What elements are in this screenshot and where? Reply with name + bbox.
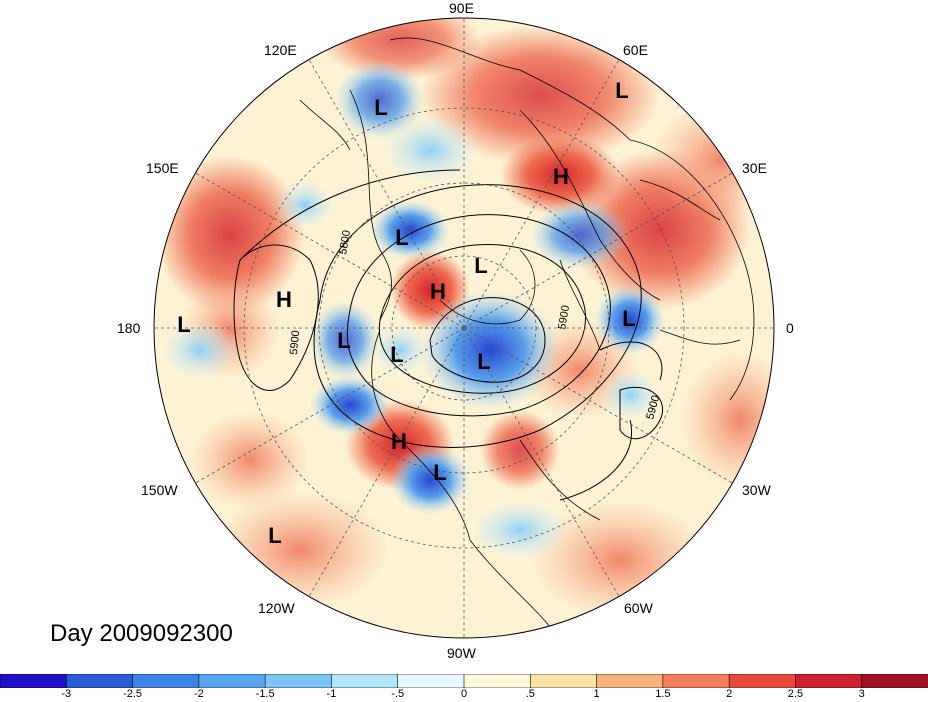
colorbar-swatch [861, 674, 928, 688]
lon-label-150e: 150E [146, 160, 179, 176]
pressure-center-marker: L [177, 312, 190, 337]
colorbar-swatch [728, 674, 797, 688]
map-title: Day 2009092300 [50, 620, 233, 647]
lon-label-90w: 90W [447, 645, 476, 661]
colorbar-tick-label: -.5 [391, 688, 405, 700]
contour-label-5900: 5900 [288, 330, 302, 355]
pressure-center-marker: L [622, 306, 635, 331]
colorbar-swatch [662, 674, 730, 688]
height-contours [233, 169, 664, 501]
lon-label-30e: 30E [742, 160, 767, 176]
colorbar-tick-label: -1.5 [255, 688, 275, 700]
pressure-center-marker: L [268, 523, 281, 548]
colorbar-tick-label: 1 [593, 688, 600, 700]
coastlines [299, 37, 755, 638]
colorbar-swatch [397, 674, 465, 688]
lon-label-120w: 120W [258, 600, 295, 616]
meridians [154, 18, 774, 638]
pressure-center-marker: H [391, 429, 407, 454]
colorbar [0, 674, 928, 688]
colorbar-swatch [596, 674, 664, 688]
colorbar-swatch [65, 674, 134, 688]
pressure-center-marker: L [395, 225, 408, 250]
pressure-center-marker: H [553, 164, 569, 189]
colorbar-tick-label: -1 [326, 688, 337, 700]
colorbar-tick-label: -2.5 [123, 688, 143, 700]
pressure-center-marker: H [430, 279, 446, 304]
colorbar-swatch [529, 674, 598, 688]
colorbar-swatch [132, 674, 200, 688]
pressure-center-marker: L [474, 253, 487, 278]
contour-label-5900: 5900 [556, 304, 572, 330]
pressure-center-marker: L [477, 349, 490, 374]
lon-label-0: 0 [786, 320, 794, 336]
lon-label-180: 180 [117, 320, 141, 336]
lon-label-120e: 120E [264, 42, 297, 58]
lon-label-60e: 60E [623, 42, 648, 58]
colorbar-swatch [795, 674, 863, 688]
pressure-centers: L L H L L H H L L L L L H L L [177, 78, 635, 548]
colorbar-tick-label: 1.5 [655, 688, 671, 700]
pressure-center-marker: L [337, 328, 350, 353]
anomaly-field [154, 18, 774, 638]
pressure-center-marker: L [390, 342, 403, 367]
colorbar-tick-label: -3 [61, 688, 72, 700]
colorbar-swatch [463, 674, 532, 688]
colorbar-swatch [0, 674, 68, 688]
colorbar-swatch [264, 674, 333, 688]
lon-label-90e: 90E [449, 0, 474, 16]
pressure-center-marker: L [615, 78, 628, 103]
colorbar-swatch [198, 674, 266, 688]
contour-label-5800: 5800 [337, 229, 353, 255]
pressure-center-marker: L [374, 95, 387, 120]
lon-label-60w: 60W [624, 600, 653, 616]
map-border [153, 17, 775, 639]
polar-stereographic-map: 5800 5900 5900 5900 L L H L L H H L L L … [153, 17, 775, 639]
pressure-center-marker: L [433, 460, 446, 485]
colorbar-swatch [331, 674, 399, 688]
colorbar-tick-label: .5 [525, 688, 535, 700]
colorbar-tick-label: -2 [193, 688, 204, 700]
colorbar-tick-label: 3 [858, 688, 865, 700]
lon-label-30w: 30W [742, 482, 771, 498]
colorbar-tick-label: 0 [460, 688, 468, 700]
colorbar-tick-label: 2.5 [787, 688, 804, 700]
lon-label-150w: 150W [141, 482, 178, 498]
pressure-center-marker: H [276, 287, 292, 312]
colorbar-tick-label: 2 [726, 688, 733, 700]
